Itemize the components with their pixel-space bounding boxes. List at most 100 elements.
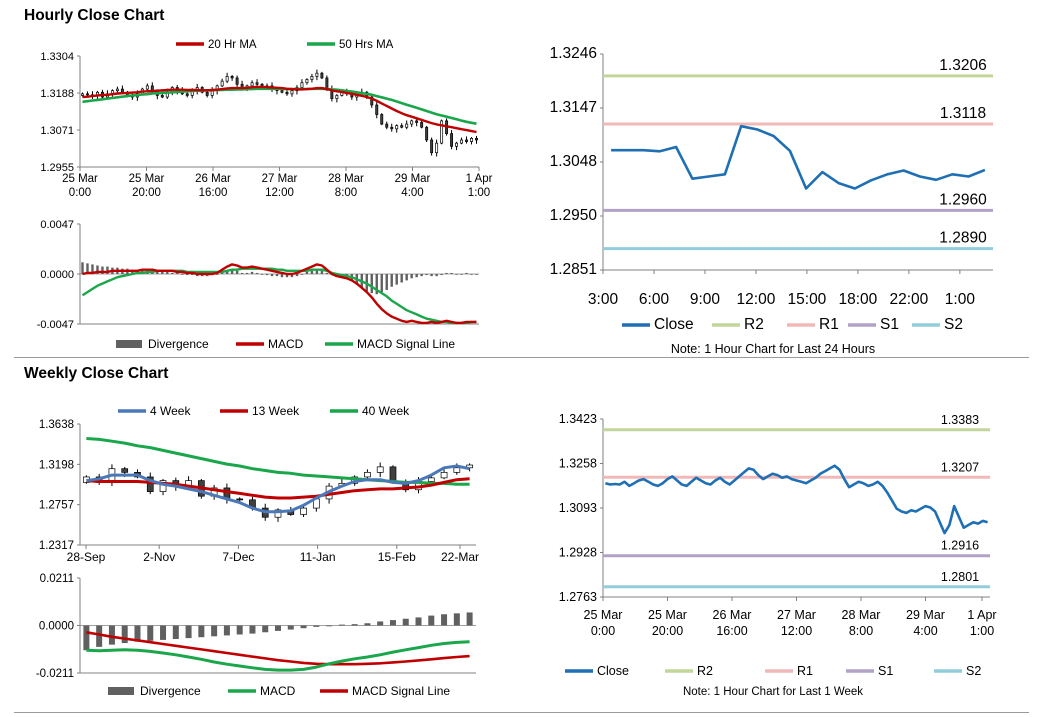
weekly-1week-xtick-label: 1:00: [970, 624, 994, 638]
weekly-price-xtick-label: 2-Nov: [143, 550, 175, 564]
weekly-price-candle: [364, 472, 371, 478]
weekly-1week-ytick-label: 1.3258: [559, 457, 597, 471]
hourly-macd-divergence-bar: [385, 274, 388, 290]
weekly-price-xtick-label: 28-Sep: [67, 550, 106, 564]
weekly-1week-level-label-s1: 1.2916: [941, 539, 979, 553]
hourly-price-candle: [300, 82, 304, 88]
hourly-price-candle: [430, 139, 434, 154]
hourly-24h-ytick-label: 1.2950: [550, 207, 598, 224]
weekly-1week-xtick-label: 25 Mar: [584, 608, 623, 622]
weekly-1week-legend-s1-label: S1: [878, 664, 893, 678]
hourly-macd-divergence-bar: [156, 270, 159, 274]
hourly-24h-ytick-label: 1.3048: [550, 153, 597, 170]
hourly-price-candle: [285, 91, 289, 95]
hourly-price-candle: [395, 125, 399, 130]
hourly-price-candle: [81, 93, 84, 96]
hourly-24h-ytick-label: 1.3147: [550, 99, 597, 116]
hourly-macd-ytick-label: 0.0047: [40, 219, 74, 231]
weekly-macd-divergence-bar: [262, 625, 269, 633]
hourly-macd-divergence-bar: [390, 274, 393, 287]
weekly-1week-ytick-label: 1.3423: [559, 412, 597, 426]
weekly-price-xtick-label: 22-Mar: [441, 550, 479, 564]
weekly-1week-xtick-label: 12:00: [781, 624, 812, 638]
hourly-price-candle: [205, 91, 209, 96]
hourly-macd-divergence-bar: [470, 274, 473, 275]
hourly-macd-divergence-bar: [375, 274, 378, 295]
hourly-price-candle: [415, 120, 419, 123]
hourly-macd-divergence-bar: [315, 269, 319, 274]
hourly-macd-divergence-bar: [260, 274, 264, 275]
hourly-macd-divergence-bar: [320, 269, 324, 274]
hourly-price-candle: [230, 76, 234, 79]
weekly-price-ma4-line: [86, 464, 470, 514]
weekly-section-title: Weekly Close Chart: [24, 365, 169, 382]
weekly-1week-xtick-label: 27 Mar: [777, 608, 816, 622]
hourly-macd-divergence-bar: [450, 272, 453, 274]
hourly-price-candle: [405, 123, 409, 128]
hourly-price-xtick-label: 8:00: [335, 187, 357, 199]
weekly-macd-divergence-bar: [160, 625, 167, 640]
weekly-price-candle: [440, 472, 448, 479]
hourly-macd-divergence-bar: [86, 263, 89, 274]
hourly-24h-legend-close-label: Close: [654, 316, 694, 333]
hourly-price-candle: [440, 120, 444, 144]
weekly-macd-legend-signal-label: MACD Signal Line: [352, 684, 450, 698]
hourly-price-xtick-label: 12:00: [265, 187, 294, 199]
weekly-price-legend-ma13-label: 13 Week: [252, 404, 300, 418]
weekly-macd-signal-line: [86, 631, 470, 666]
hourly-price-candle: [115, 88, 119, 92]
weekly-1week-xtick-label: 29 Mar: [906, 608, 945, 622]
hourly-price-candle: [185, 93, 189, 96]
weekly-macd-divergence-bar: [300, 625, 307, 629]
hourly-section-title: Hourly Close Chart: [24, 7, 165, 24]
hourly-price-candle: [120, 88, 124, 93]
hourly-price-ytick-label: 1.3188: [40, 88, 74, 100]
hourly-24h-xtick-label: 1:00: [945, 291, 976, 308]
weekly-macd-divergence-bar: [351, 624, 358, 626]
weekly-1week-xtick-label: 26 Mar: [713, 608, 752, 622]
hourly-24h-legend-s2-label: S2: [944, 316, 963, 333]
hourly-price-candle: [315, 72, 319, 77]
hourly-macd-divergence-bar: [275, 274, 279, 277]
hourly-macd-legend-macd-label: MACD: [268, 337, 304, 351]
weekly-macd-divergence-bar: [147, 625, 154, 641]
hourly-macd-legend-divergence-label: Divergence: [148, 337, 209, 351]
weekly-macd-divergence-bar: [441, 614, 448, 626]
hourly-macd-divergence-bar: [91, 264, 94, 274]
weekly-macd-divergence-bar: [249, 625, 256, 634]
weekly-1week-legend-s2-label: S2: [966, 664, 981, 678]
hourly-macd-divergence-bar: [230, 269, 234, 274]
weekly-1week-close-line: [605, 464, 988, 535]
hourly-price-candle: [86, 93, 89, 96]
hourly-macd-divergence-bar: [245, 272, 249, 274]
weekly-1week-xtick-label: 8:00: [849, 624, 873, 638]
weekly-macd-divergence-bar: [223, 625, 230, 636]
hourly-macd-ytick-label: 0.0000: [40, 269, 74, 281]
weekly-macd-divergence-bar: [428, 615, 435, 626]
weekly-price-candle: [274, 509, 282, 518]
hourly-price-candle: [475, 138, 478, 141]
hourly-macd-divergence-bar: [405, 274, 408, 281]
weekly-price-xtick-label: 11-Jan: [300, 550, 336, 564]
hourly-macd-divergence-bar: [305, 271, 309, 274]
hourly-macd-divergence-bar: [176, 272, 179, 274]
hourly-price-xtick-label: 16:00: [199, 187, 228, 199]
hourly-price-xtick-label: 28 Mar: [328, 173, 364, 185]
weekly-macd-macd-line: [86, 640, 470, 672]
hourly-price-xtick-label: 27 Mar: [262, 173, 298, 185]
hourly-macd-divergence-bar: [325, 272, 329, 274]
hourly-macd-divergence-bar: [106, 266, 109, 274]
hourly-24h-note: Note: 1 Hour Chart for Last 24 Hours: [671, 342, 875, 356]
hourly-price-candle: [335, 95, 339, 99]
weekly-price-ytick-label: 1.3198: [39, 459, 74, 471]
hourly-macd-divergence-bar: [395, 274, 398, 285]
weekly-macd-divergence-bar: [83, 625, 90, 651]
weekly-price-candle: [427, 477, 435, 482]
hourly-macd-divergence-bar: [310, 270, 314, 274]
hourly-macd-divergence-bar: [400, 274, 403, 283]
hourly-price-candle: [425, 126, 429, 141]
hourly-price-xtick-label: 0:00: [69, 187, 91, 199]
hourly-24h-xtick-label: 3:00: [588, 291, 619, 308]
hourly-price-xtick-label: 25 Mar: [129, 173, 165, 185]
weekly-1week-xtick-label: 1 Apr: [967, 608, 996, 622]
